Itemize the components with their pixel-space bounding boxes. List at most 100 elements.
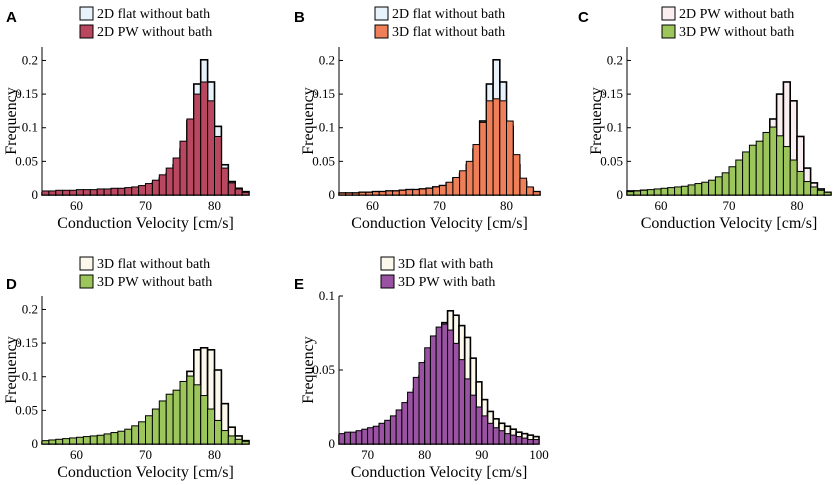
legend-swatch <box>374 24 389 39</box>
histogram-bar <box>124 187 133 196</box>
histogram-bar <box>186 375 195 445</box>
y-tick-label: 0 <box>617 187 624 202</box>
histogram-bar <box>138 185 147 196</box>
histogram-bar <box>418 362 426 445</box>
histogram-bar <box>378 422 386 445</box>
histogram-bar <box>492 427 500 445</box>
histogram-bar <box>344 431 351 445</box>
legend-label: 2D flat without bath <box>392 7 505 22</box>
histogram-bar <box>200 81 209 196</box>
histogram-bar <box>694 183 703 196</box>
histogram-bar <box>389 415 397 445</box>
histogram-bar <box>227 182 236 196</box>
histogram-bar <box>200 395 209 445</box>
histogram-bar <box>172 157 181 196</box>
histogram-bar <box>755 140 764 196</box>
histogram-bar <box>521 437 529 445</box>
histogram-bar <box>465 160 474 196</box>
histogram-bar <box>735 159 744 196</box>
y-tick-label: 0.2 <box>319 52 335 67</box>
x-axis-label: Conduction Velocity [cm/s] <box>57 464 234 481</box>
histogram-bar <box>165 393 174 445</box>
histogram-bar <box>504 433 511 445</box>
y-tick-label: 0.15 <box>15 86 38 101</box>
histogram-bar <box>131 186 140 196</box>
histogram-bar <box>361 428 369 445</box>
panel-b: B 0 0.05 0.1 0.15 0.2 60 70 80 Conduction Velocit… <box>294 6 541 232</box>
panel-label: C <box>578 9 589 26</box>
histogram-bar <box>481 415 489 445</box>
legend-swatch <box>661 24 676 39</box>
histogram-bar <box>527 439 534 445</box>
histogram-bar <box>41 190 50 196</box>
y-tick-label: 0.1 <box>319 288 335 303</box>
x-tick-label: 80 <box>208 198 221 213</box>
histogram-bar <box>220 167 229 196</box>
histogram-bar <box>452 177 461 196</box>
legend-swatch <box>79 24 94 39</box>
histogram-bar <box>89 435 98 445</box>
histogram-bar <box>124 428 133 445</box>
histogram-bar <box>816 189 825 196</box>
y-tick-label: 0 <box>32 187 39 202</box>
histogram-bar <box>349 431 357 445</box>
histogram-bar <box>145 183 153 196</box>
histogram-bar <box>131 425 140 445</box>
histogram-bar <box>633 190 642 196</box>
legend-swatch <box>79 6 94 21</box>
y-tick-label: 0.05 <box>15 402 38 417</box>
legend: 2D PW without bath 3D PW without bath <box>661 6 794 40</box>
histogram-bar <box>193 93 202 196</box>
histogram-bar <box>392 190 400 196</box>
histogram-bar <box>782 146 791 196</box>
histogram-bar <box>445 181 454 196</box>
legend: 3D flat without bath 3D PW without bath <box>79 256 212 290</box>
histogram-bar <box>479 121 487 196</box>
histogram-bar <box>742 151 750 196</box>
legend-swatch <box>79 274 94 289</box>
histogram-bar <box>687 184 696 196</box>
histogram-bar <box>207 408 216 445</box>
legend: 2D flat without bath 3D flat without bath <box>374 6 505 40</box>
histogram-bar <box>803 181 812 196</box>
histogram-bar <box>667 187 676 196</box>
panel-label: E <box>294 276 304 293</box>
histogram-bar <box>76 436 84 445</box>
histogram-bar <box>151 179 160 196</box>
x-tick-label: 100 <box>529 447 549 462</box>
y-axis-label: Frequency <box>300 87 317 155</box>
histogram-bar <box>338 433 346 445</box>
legend: 2D flat without bath 2D PW without bath <box>79 6 212 40</box>
series-2 <box>338 98 541 196</box>
histogram-bar <box>425 187 434 196</box>
histogram-bar <box>429 335 437 445</box>
histogram-bar <box>412 189 420 196</box>
histogram-bar <box>145 415 153 445</box>
histogram-bar <box>214 135 222 196</box>
histogram-bar <box>117 430 126 445</box>
histogram-bar <box>355 430 363 445</box>
legend-label: 3D flat with bath <box>398 257 493 272</box>
panel-c: C 0 0.05 0.1 0.15 0.2 60 70 80 Conduction Velocit… <box>578 6 832 232</box>
histogram-bar <box>385 190 394 196</box>
histogram-bar <box>439 185 447 196</box>
y-tick-label: 0.15 <box>312 86 335 101</box>
legend-label: 3D flat without bath <box>97 257 210 272</box>
histogram-bar <box>76 189 84 196</box>
y-axis-label: Frequency <box>300 336 317 404</box>
histogram-bar <box>492 98 501 196</box>
histogram-bar <box>519 177 528 196</box>
histogram-bar <box>762 131 771 196</box>
histogram-bar <box>660 187 669 196</box>
legend-label: 2D flat without bath <box>97 7 210 22</box>
histogram-bar <box>653 188 662 196</box>
y-tick-label: 0.15 <box>600 86 623 101</box>
legend-label: 2D PW without bath <box>97 25 212 40</box>
histogram-bar <box>110 432 119 445</box>
y-tick-label: 0.1 <box>22 120 38 135</box>
histogram-bar <box>405 189 414 196</box>
histogram-bar <box>179 140 188 196</box>
histogram-bar <box>103 188 112 196</box>
histogram-bar <box>769 126 778 196</box>
